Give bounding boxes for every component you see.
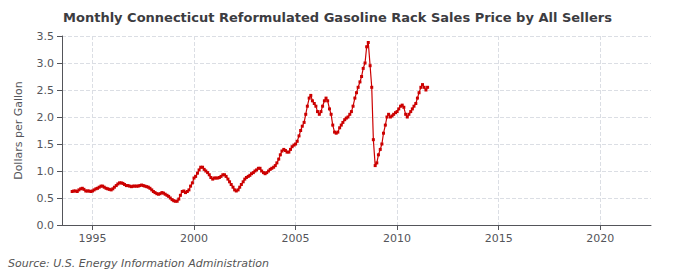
svg-text:Source: U.S. Energy Informatio: Source: U.S. Energy Information Administ… [8, 257, 269, 270]
svg-text:1.5: 1.5 [37, 138, 55, 151]
svg-text:2005: 2005 [282, 232, 310, 245]
svg-text:0.5: 0.5 [37, 192, 55, 205]
svg-text:2.0: 2.0 [37, 111, 55, 124]
svg-text:1995: 1995 [78, 232, 106, 245]
svg-text:2000: 2000 [180, 232, 208, 245]
svg-text:Monthly Connecticut Reformulat: Monthly Connecticut Reformulated Gasolin… [63, 10, 612, 25]
svg-text:1.0: 1.0 [37, 165, 55, 178]
svg-text:3.5: 3.5 [37, 30, 55, 43]
svg-text:2010: 2010 [383, 232, 411, 245]
svg-text:3.0: 3.0 [37, 57, 55, 70]
svg-text:0.0: 0.0 [37, 219, 55, 232]
svg-text:2015: 2015 [485, 232, 513, 245]
svg-text:Dollars per Gallon: Dollars per Gallon [12, 81, 25, 180]
svg-text:2020: 2020 [586, 232, 614, 245]
svg-text:2.5: 2.5 [37, 84, 55, 97]
